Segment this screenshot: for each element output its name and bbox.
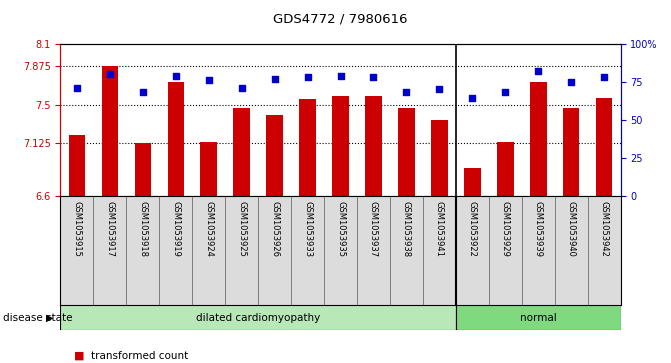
Text: normal: normal <box>520 313 557 323</box>
Text: transformed count: transformed count <box>91 351 188 361</box>
Bar <box>168 82 184 196</box>
Text: GSM1053941: GSM1053941 <box>435 201 444 257</box>
Bar <box>497 142 513 196</box>
Bar <box>456 305 621 330</box>
Bar <box>431 120 448 196</box>
Text: GSM1053938: GSM1053938 <box>402 201 411 258</box>
Point <box>599 74 609 80</box>
Text: GSM1053937: GSM1053937 <box>369 201 378 258</box>
Point <box>336 73 346 78</box>
Bar <box>135 143 151 196</box>
Point <box>434 86 445 92</box>
Bar <box>398 107 415 196</box>
Point <box>72 85 83 91</box>
Point <box>236 85 247 91</box>
Bar <box>101 66 118 196</box>
Point <box>566 79 576 85</box>
Text: GSM1053917: GSM1053917 <box>105 201 114 257</box>
Point <box>401 89 412 95</box>
Text: GSM1053939: GSM1053939 <box>533 201 543 257</box>
Text: GSM1053926: GSM1053926 <box>270 201 279 257</box>
Text: GDS4772 / 7980616: GDS4772 / 7980616 <box>273 12 408 25</box>
Bar <box>234 107 250 196</box>
Text: GSM1053933: GSM1053933 <box>303 201 312 258</box>
Bar <box>201 142 217 196</box>
Point <box>203 77 214 83</box>
Bar <box>299 99 316 196</box>
Text: GSM1053929: GSM1053929 <box>501 201 510 257</box>
Bar <box>530 82 546 196</box>
Point <box>368 74 379 80</box>
Text: GSM1053915: GSM1053915 <box>72 201 81 257</box>
Text: ▶: ▶ <box>46 313 53 323</box>
Text: disease state: disease state <box>3 313 73 323</box>
Point <box>170 73 181 78</box>
Point <box>269 76 280 82</box>
Text: GSM1053925: GSM1053925 <box>237 201 246 257</box>
Bar <box>60 305 456 330</box>
Point <box>500 89 511 95</box>
Bar <box>464 168 480 196</box>
Point <box>467 95 478 101</box>
Text: GSM1053935: GSM1053935 <box>336 201 345 257</box>
Point <box>138 89 148 95</box>
Bar <box>332 97 349 196</box>
Text: GSM1053919: GSM1053919 <box>171 201 180 257</box>
Point <box>533 68 544 74</box>
Bar <box>266 115 283 196</box>
Text: GSM1053924: GSM1053924 <box>204 201 213 257</box>
Point <box>105 71 115 77</box>
Text: GSM1053940: GSM1053940 <box>567 201 576 257</box>
Text: GSM1053918: GSM1053918 <box>138 201 148 257</box>
Bar <box>596 98 613 196</box>
Point <box>302 74 313 80</box>
Bar <box>68 135 85 196</box>
Bar <box>365 97 382 196</box>
Text: GSM1053922: GSM1053922 <box>468 201 477 257</box>
Text: GSM1053942: GSM1053942 <box>600 201 609 257</box>
Text: dilated cardiomyopathy: dilated cardiomyopathy <box>196 313 320 323</box>
Text: ■: ■ <box>74 351 85 361</box>
Bar <box>563 107 580 196</box>
